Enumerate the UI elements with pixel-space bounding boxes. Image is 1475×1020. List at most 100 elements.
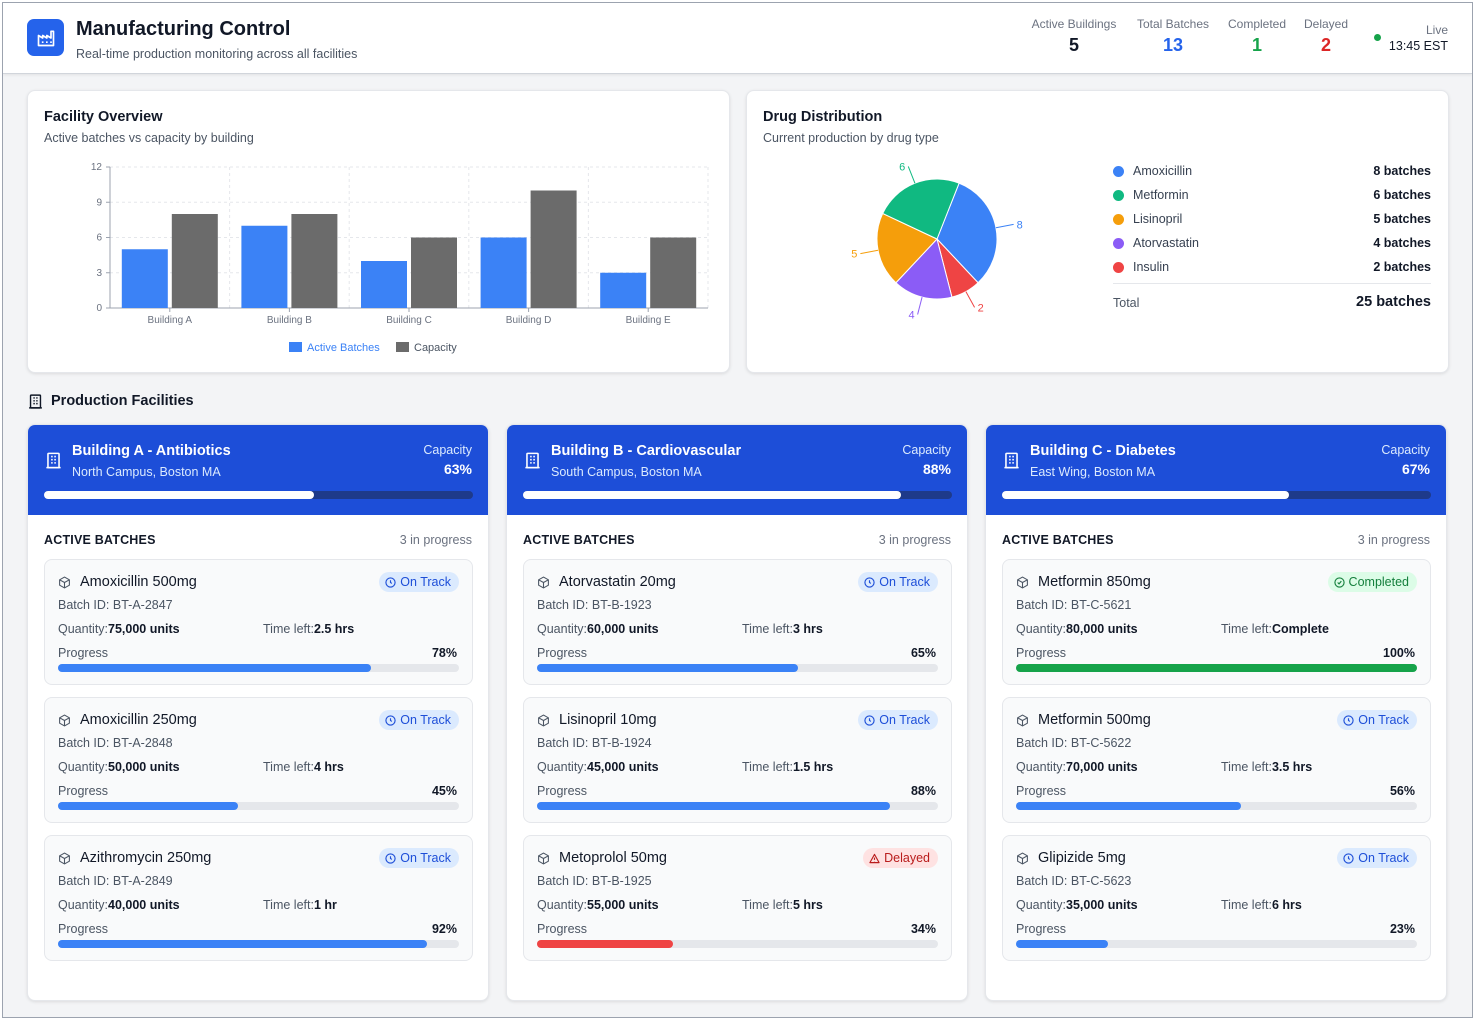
legend-item-amoxicillin: Amoxicillin 8 batches [1113, 163, 1431, 183]
pie-leader-line [860, 249, 879, 255]
bar-chart: 0 3 6 9 12 Building A Building B Building C Buil… [91, 162, 709, 354]
stat-value: 1 [1251, 35, 1262, 55]
legend-value: 2 batches [1373, 260, 1431, 274]
batch-time-left: Time left:4 hrs [263, 760, 344, 774]
batch-id: Batch ID: BT-B-1923 [537, 598, 652, 612]
x-tick-label: Building A [148, 315, 193, 326]
progress-value: 34% [910, 922, 936, 936]
drug-distribution-card: Drug Distribution Current production by … [746, 90, 1449, 373]
batches-in-progress-count: 3 in progress [878, 533, 951, 547]
package-icon [1016, 714, 1029, 732]
time-left-label: Time left: [742, 898, 793, 912]
quantity-label: Quantity: [1016, 622, 1067, 636]
status-badge: On Track [858, 572, 938, 592]
status-badge: On Track [379, 572, 459, 592]
batch-card[interactable]: Amoxicillin 250mg On Track Batch ID: BT-A-… [44, 697, 473, 823]
batch-card[interactable]: Metformin 850mg Completed Batch ID: BT-C-5… [1002, 559, 1431, 685]
legend-value: 4 batches [1373, 236, 1431, 250]
bar-capacity [530, 190, 577, 308]
stat-value: 2 [1320, 35, 1331, 55]
batch-quantity: Quantity:70,000 units [1016, 760, 1138, 774]
facility-name: Building C - Diabetes [1030, 443, 1176, 459]
legend-name: Amoxicillin [1133, 164, 1193, 178]
time-left-value: 3.5 hrs [1271, 760, 1313, 774]
quantity-label: Quantity: [537, 898, 588, 912]
batch-card[interactable]: Metoprolol 50mg Delayed Batch ID: BT-B-192… [523, 835, 952, 961]
batch-time-left: Time left:5 hrs [742, 898, 823, 912]
batch-time-left: Time left:1 hr [263, 898, 337, 912]
quantity-value: 35,000 units [1066, 898, 1138, 912]
x-tick-label: Building D [506, 315, 552, 326]
progress-label: Progress [1016, 784, 1067, 798]
quantity-label: Quantity: [1016, 898, 1067, 912]
facility-location: South Campus, Boston MA [551, 465, 702, 479]
legend-label: Capacity [414, 342, 457, 354]
package-icon [58, 576, 71, 594]
status-text: On Track [879, 575, 930, 589]
clock-icon [864, 576, 875, 588]
batch-name: Amoxicillin 250mg [80, 712, 197, 728]
capacity-label: Capacity [902, 443, 951, 457]
progress-label: Progress [537, 646, 588, 660]
facility-card[interactable]: Building B - Cardiovascular South Campus,… [506, 424, 968, 1001]
page-subtitle: Real-time production monitoring across a… [76, 47, 358, 61]
batch-id: Batch ID: BT-A-2848 [58, 736, 173, 750]
progress-value: 100% [1383, 646, 1415, 660]
total-value: 25 batches [1356, 294, 1431, 310]
batch-card[interactable]: Metformin 500mg On Track Batch ID: BT-C-56… [1002, 697, 1431, 823]
progress-value: 23% [1389, 922, 1415, 936]
batch-card[interactable]: Atorvastatin 20mg On Track Batch ID: BT-B-… [523, 559, 952, 685]
batch-id: Batch ID: BT-C-5622 [1016, 736, 1132, 750]
batch-card[interactable]: Glipizide 5mg On Track Batch ID: BT-C-5623… [1002, 835, 1431, 961]
legend-name: Atorvastatin [1133, 236, 1200, 250]
batch-card[interactable]: Amoxicillin 500mg On Track Batch ID: BT-A-… [44, 559, 473, 685]
facility-card[interactable]: Building C - Diabetes East Wing, Boston M… [985, 424, 1447, 1001]
progress-bar-fill [58, 802, 239, 810]
live-indicator-dot [1374, 34, 1381, 41]
progress-bar-fill [58, 664, 371, 672]
quantity-value: 70,000 units [1066, 760, 1138, 774]
batch-id: Batch ID: BT-B-1924 [537, 736, 652, 750]
bar-active-batches [600, 272, 647, 308]
x-tick-label: Building B [267, 315, 312, 326]
status-badge: On Track [379, 710, 459, 730]
batch-quantity: Quantity:40,000 units [58, 898, 180, 912]
progress-value: 92% [431, 922, 457, 936]
pie-slice-atorvastatin [895, 237, 953, 300]
time-left-value: Complete [1271, 622, 1329, 636]
progress-bar-fill [537, 802, 890, 810]
card-subtitle: Active batches vs capacity by building [44, 131, 254, 145]
time-left-label: Time left: [263, 622, 314, 636]
total-label: Total [1113, 296, 1140, 310]
package-icon [1016, 576, 1029, 594]
facility-location: East Wing, Boston MA [1030, 465, 1156, 479]
active-batches-label: ACTIVE BATCHES [44, 533, 156, 547]
clock-icon [1343, 852, 1354, 864]
batch-card[interactable]: Lisinopril 10mg On Track Batch ID: BT-B-19… [523, 697, 952, 823]
batch-card[interactable]: Azithromycin 250mg On Track Batch ID: BT-A… [44, 835, 473, 961]
status-badge: Completed [1327, 572, 1417, 592]
clock-icon [385, 714, 396, 726]
pie-chart: 8 2 4 5 6 [851, 161, 1022, 321]
batches-in-progress-count: 3 in progress [1357, 533, 1430, 547]
bar-capacity [650, 237, 697, 308]
card-title: Facility Overview [44, 109, 163, 125]
clock-icon [385, 576, 396, 588]
legend-item-lisinopril: Lisinopril 5 batches [1113, 211, 1431, 231]
quantity-value: 75,000 units [108, 622, 180, 636]
progress-label: Progress [1016, 646, 1067, 660]
clock-icon [1343, 714, 1354, 726]
y-tick-label: 6 [96, 233, 102, 244]
progress-label: Progress [58, 922, 109, 936]
legend-name: Metformin [1133, 188, 1189, 202]
check-circle-icon [1333, 576, 1345, 588]
stat-value: 5 [1068, 35, 1079, 55]
batch-quantity: Quantity:50,000 units [58, 760, 180, 774]
facility-card[interactable]: Building A - Antibiotics North Campus, Bo… [27, 424, 489, 1001]
facility-name: Building B - Cardiovascular [551, 443, 742, 459]
status-badge: On Track [379, 848, 459, 868]
page-title: Manufacturing Control [76, 18, 291, 40]
quantity-value: 45,000 units [587, 760, 659, 774]
batch-quantity: Quantity:45,000 units [537, 760, 659, 774]
building-icon [1002, 451, 1021, 475]
